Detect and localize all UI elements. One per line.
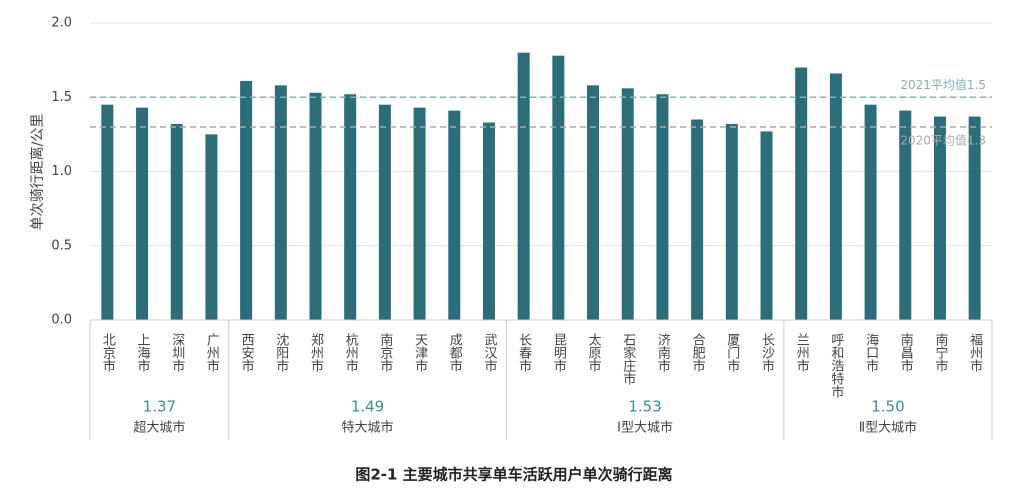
bar	[829, 73, 842, 321]
bar	[136, 107, 149, 321]
x-tick-label: 合肥市	[690, 333, 706, 372]
x-tick-label: 北京市	[100, 333, 116, 372]
x-tick-label: 南宁市	[932, 332, 948, 372]
reference-label: 2020平均值1.3	[900, 132, 986, 147]
x-tick-label: 南京市	[377, 332, 393, 372]
bar	[101, 104, 114, 320]
bar	[725, 123, 738, 320]
reference-label: 2021平均值1.5	[900, 77, 986, 92]
bar	[864, 104, 877, 320]
y-tick-label: 2.0	[51, 16, 72, 31]
group-name: 特大城市	[342, 420, 394, 436]
bar	[656, 94, 669, 320]
x-tick-label: 广州市	[204, 333, 220, 372]
x-tick-label: 太原市	[586, 333, 602, 372]
bar	[933, 116, 946, 321]
x-tick-label: 武汉市	[481, 333, 497, 372]
x-tick-label: 福州市	[967, 333, 983, 372]
x-tick-label: 石家庄市	[620, 333, 636, 385]
y-tick-label: 0.0	[51, 313, 72, 328]
x-tick-label: 上海市	[135, 333, 151, 372]
group-name: Ⅰ型大城市	[617, 420, 673, 436]
x-tick-label: 杭州市	[343, 333, 359, 372]
x-tick-label: 兰州市	[794, 333, 810, 372]
bar	[899, 110, 912, 321]
bar	[968, 116, 981, 321]
y-axis-label: 单次骑行距离/公里	[29, 114, 46, 231]
bar	[413, 107, 426, 321]
group-average: 1.49	[351, 398, 384, 416]
bar	[587, 85, 600, 321]
x-tick-label: 成都市	[447, 333, 463, 372]
bar	[344, 94, 357, 320]
x-tick-label: 长沙市	[759, 333, 775, 372]
bar	[170, 123, 183, 320]
bar	[795, 67, 808, 320]
y-tick-label: 1.5	[51, 90, 72, 105]
y-tick-label: 0.5	[51, 238, 72, 253]
bar	[760, 131, 773, 320]
x-tick-label: 呼和浩特市	[828, 333, 844, 398]
bar	[205, 134, 218, 320]
group-average: 1.50	[871, 398, 904, 416]
bar	[517, 52, 530, 320]
group-average: 1.53	[628, 398, 661, 416]
group-name: Ⅱ型大城市	[859, 420, 917, 436]
bar	[274, 85, 287, 321]
x-tick-label: 南昌市	[898, 332, 914, 372]
group-average: 1.37	[143, 398, 176, 416]
bar	[378, 104, 391, 320]
bar	[240, 80, 253, 320]
x-tick-label: 厦门市	[724, 333, 740, 372]
x-tick-label: 深圳市	[169, 333, 185, 372]
x-tick-label: 郑州市	[308, 333, 324, 372]
x-tick-label: 西安市	[239, 333, 255, 372]
x-tick-label: 长春市	[516, 333, 532, 372]
bar	[691, 119, 704, 321]
x-tick-label: 海口市	[863, 333, 879, 372]
x-tick-label: 济南市	[655, 333, 671, 372]
bar	[482, 122, 495, 321]
group-name: 超大城市	[133, 420, 185, 436]
bar	[552, 55, 565, 321]
bar	[621, 88, 634, 320]
bar	[309, 92, 322, 320]
x-tick-label: 昆明市	[551, 333, 567, 372]
x-tick-label: 天津市	[412, 333, 428, 372]
bar	[448, 110, 461, 321]
y-tick-label: 1.0	[51, 164, 72, 179]
caption: 图2-1 主要城市共享单车活跃用户单次骑行距离	[355, 466, 672, 484]
x-tick-label: 沈阳市	[273, 333, 289, 372]
